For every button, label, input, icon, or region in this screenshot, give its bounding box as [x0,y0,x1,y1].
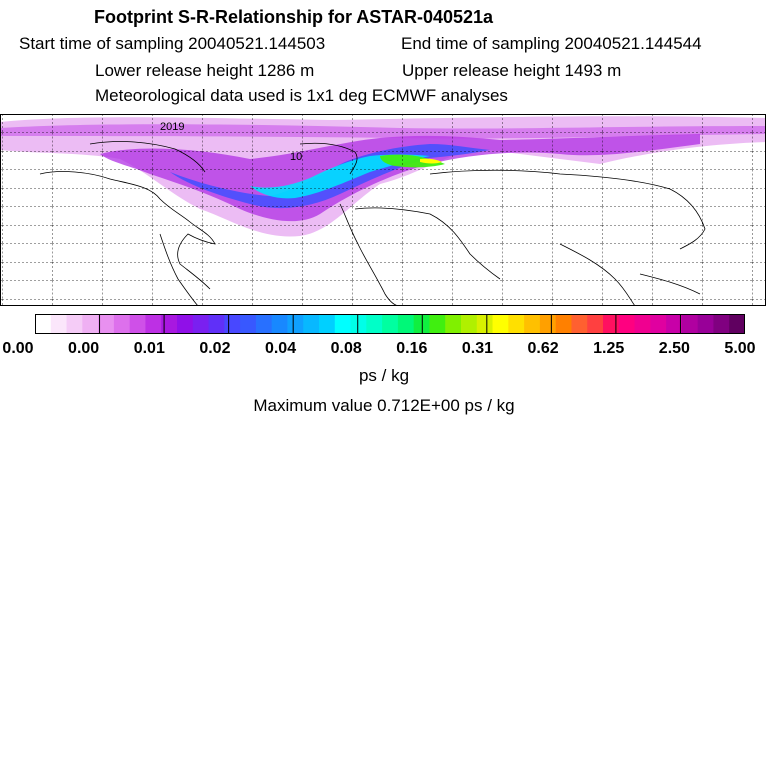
colorbar-swatch [382,314,399,334]
colorbar-tick-label: 5.00 [724,340,756,357]
colorbar-swatch [618,314,636,334]
footprint-map: 2019 10 [0,114,766,306]
colorbar-tick-label: 1.25 [593,340,625,357]
colorbar-swatch [50,314,68,334]
map-frame [0,114,766,306]
colorbar-swatch [476,314,494,334]
colorbar-swatch [508,314,525,334]
colorbar-swatch [66,314,83,334]
colorbar-swatch [571,314,588,334]
colorbar-swatch [334,314,352,334]
colorbar-swatch [192,314,210,334]
colorbar-swatch [587,314,604,334]
colorbar-swatch [287,314,304,334]
end-time-label: End time of sampling 20040521.144544 [401,34,702,53]
colorbar-tick-label: 0.16 [396,340,428,357]
colorbar-swatch [350,314,367,334]
colorbar-swatch [697,314,714,334]
colorbar-swatch [113,314,131,334]
colorbar-swatch [524,314,541,334]
colorbar-swatch [366,314,383,334]
colorbar-swatch [177,314,194,334]
colorbar-swatch [271,314,288,334]
colorbar-swatch [429,314,446,334]
colorbar-swatch [603,314,620,334]
units-label: ps / kg [358,366,410,385]
colorbar-swatch [98,314,115,334]
colorbar-swatch [729,314,745,334]
colorbar-swatch [129,314,146,334]
colorbar-swatch [445,314,462,334]
colorbar-swatch [35,314,52,334]
map-contour-label: 10 [290,151,302,163]
colorbar [35,314,745,334]
colorbar-swatch [82,314,99,334]
max-value-label: Maximum value 0.712E+00 ps / kg [253,396,515,415]
colorbar-swatch [650,314,667,334]
colorbar-swatch [555,314,572,334]
colorbar-swatch [224,314,241,334]
colorbar-tick-label: 0.08 [330,340,362,357]
colorbar-swatch [397,314,415,334]
colorbar-tick-label: 0.02 [199,340,231,357]
colorbar-tick-label: 0.01 [133,340,165,357]
lat-lon-grid [0,114,766,306]
colorbar-swatch [161,314,178,334]
colorbar-swatch [303,314,320,334]
colorbar-tick-label: 0.04 [264,340,297,357]
colorbar-swatch [461,314,478,334]
colorbar-swatch [681,314,699,334]
colorbar-swatch [208,314,225,334]
colorbar-tick-label: 0.00 [68,340,100,357]
colorbar-swatch [666,314,683,334]
colorbar-swatch [145,314,162,334]
colorbar-tick-label: 2.50 [658,340,690,357]
coastlines [39,141,706,306]
met-data-label: Meteorological data used is 1x1 deg ECMW… [95,86,508,105]
plot-title: Footprint S-R-Relationship for ASTAR-040… [94,7,494,27]
colorbar-frame [35,314,745,334]
colorbar-tick-label: 0.00 [2,340,34,357]
colorbar-tick-label: 0.62 [527,340,559,357]
upper-height-label: Upper release height 1493 m [402,61,622,80]
colorbar-swatch [240,314,257,334]
colorbar-swatch [319,314,336,334]
colorbar-swatch [492,314,509,334]
colorbar-swatch [713,314,730,334]
colorbar-swatch [255,314,273,334]
colorbar-swatch [634,314,651,334]
lower-height-label: Lower release height 1286 m [95,61,315,80]
map-date-label: 2019 [160,121,184,133]
colorbar-tick-label: 0.31 [461,340,494,357]
colorbar-ticks: 0.00 0.00 0.01 0.02 0.04 0.08 0.16 0.31 0.62 1.25… [0,340,768,360]
colorbar-swatch [539,314,557,334]
start-time-label: Start time of sampling 20040521.144503 [19,34,326,53]
